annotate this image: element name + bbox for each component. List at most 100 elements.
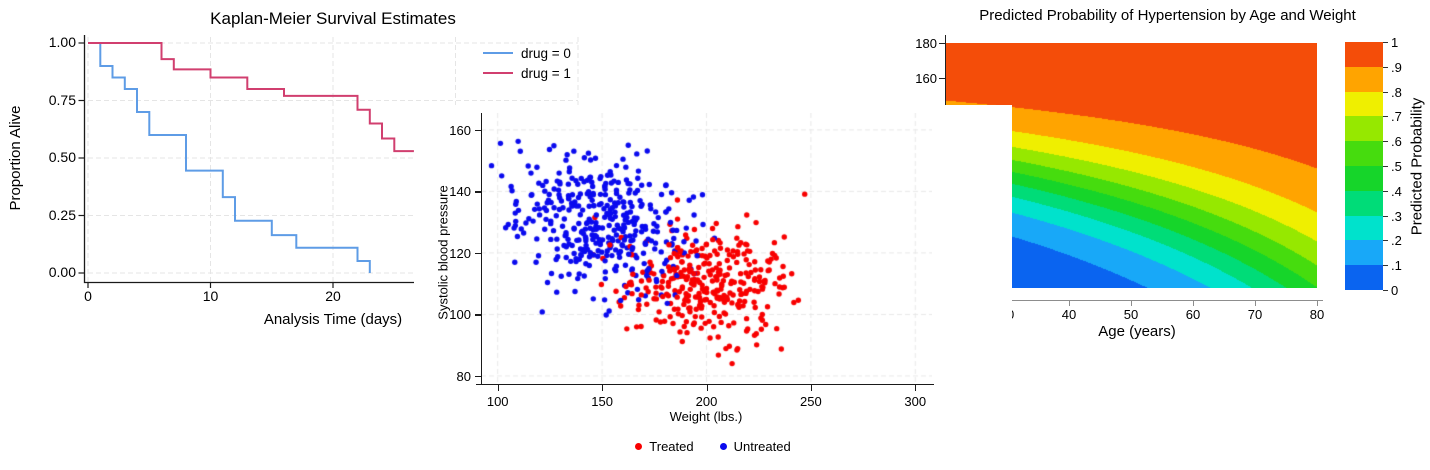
colorbar-band [1345,166,1383,192]
km-legend-entry: drug = 0 [483,44,571,62]
colorbar-band [1345,91,1383,117]
legend-label: Untreated [733,439,791,454]
scatter-plot-area [481,113,932,383]
scatter-figure: Systolic blood pressure Weight (lbs.) Tr… [414,105,1012,470]
scatter-x-tick-label: 100 [486,394,509,409]
untreated-dot-icon [719,443,727,450]
km-x-tick-label: 20 [325,288,341,304]
scatter-y-tick-label: 120 [449,245,471,261]
colorbar-tick [1383,116,1388,118]
colorbar-tick-label: .5 [1391,159,1402,174]
colorbar-tick [1383,290,1388,291]
scatter-y-tick [475,252,481,255]
colorbar-band [1345,190,1383,217]
colorbar-band [1345,240,1383,266]
km-y-tick-label: 0.50 [48,149,76,165]
colorbar-band [1345,215,1383,241]
scatter-y-tick-label: 160 [449,122,471,138]
scatter-x-tick-label: 150 [591,394,613,409]
km-x-tick-label: 10 [202,288,219,304]
contour-x-axis-line [939,300,1323,302]
colorbar-tick [1383,141,1388,143]
colorbar-tick-label: .4 [1391,183,1402,199]
colorbar-tick-label: .6 [1391,134,1402,150]
scatter-x-tick-label: 300 [904,394,927,409]
scatter-x-tick-label: 250 [800,394,822,409]
legend-label: Treated [649,439,694,454]
contour-x-tick [1069,301,1071,306]
contour-x-tick [1131,301,1133,306]
colorbar-tick-label: .3 [1391,208,1402,224]
contour-y-tick [939,78,945,80]
colorbar-tick [1383,66,1388,68]
km-x-tick-label: 0 [84,288,92,304]
colorbar-tick [1383,215,1388,217]
scatter-y-tick-label: 140 [449,184,471,200]
contour-x-tick-label: 40 [1061,307,1077,322]
contour-x-tick-label: 70 [1247,307,1263,322]
scatter-legend-item: Treated [635,439,694,454]
contour-title: Predicted Probability of Hypertension by… [979,7,1356,24]
colorbar-band [1345,116,1383,142]
legend-line-sample [483,72,513,74]
km-series [88,42,371,273]
colorbar-band [1345,42,1383,68]
contour-x-tick [1193,301,1195,306]
contour-y-tick-label: 180 [915,36,937,51]
scatter-legend-item: Untreated [719,439,791,454]
scatter-x-tick [602,385,604,391]
km-title: Kaplan-Meier Survival Estimates [210,9,456,28]
colorbar-tick-label: .9 [1391,59,1402,75]
contour-y-tick-label: 160 [915,71,937,86]
colorbar-tick [1383,240,1388,242]
treated-dot-icon [635,443,643,450]
colorbar-tick [1383,265,1388,267]
scatter-x-tick [810,385,813,391]
contour-y-tick [939,43,945,45]
colorbar-tick-label: 0 [1391,283,1399,298]
scatter-y-tick [475,129,481,132]
scatter-legend: Treated Untreated [414,439,1012,454]
scatter-y-axis-line [481,113,483,385]
scatter-x-axis-label: Weight (lbs.) [669,409,743,424]
scatter-x-tick [706,385,708,391]
km-legend-entry: drug = 1 [483,64,571,82]
km-y-tick-label: 1.00 [48,34,76,50]
colorbar-band [1345,141,1383,167]
scatter-x-tick [497,385,499,391]
contour-x-tick [1255,301,1257,306]
scatter-y-tick [475,314,481,316]
colorbar-tick-label: 1 [1391,35,1399,50]
colorbar-tick [1383,42,1388,43]
km-y-tick-label: 0.25 [48,206,76,223]
colorbar-tick [1383,166,1388,167]
legend-label: drug = 0 [521,45,571,61]
km-y-tick-label: 0.00 [48,264,76,280]
contour-colorbar [1345,42,1383,291]
km-y-axis-label: Proportion Alive [7,105,24,211]
colorbar-tick-label: .1 [1391,258,1402,274]
colorbar-band [1345,265,1383,291]
contour-x-tick-label: 50 [1123,307,1139,322]
contour-x-axis-label: Age (years) [1098,323,1176,340]
colorbar-tick [1383,91,1388,93]
km-y-tick-label: 0.75 [48,91,76,108]
colorbar-tick-label: .8 [1391,84,1402,100]
contour-x-tick-label: 60 [1185,307,1201,322]
scatter-y-tick-label: 80 [456,368,471,384]
scatter-x-tick-label: 200 [695,394,718,409]
km-x-axis-label: Analysis Time (days) [263,311,403,328]
scatter-y-tick [475,191,481,193]
colorbar-band [1345,66,1383,93]
scatter-x-tick [915,385,917,391]
scatter-y-tick [475,375,481,378]
contour-x-tick-label: 80 [1309,307,1325,322]
colorbar-tick-label: .7 [1391,109,1402,125]
colorbar-tick-label: .2 [1391,233,1402,249]
scatter-y-tick-label: 100 [449,307,471,323]
legend-line-sample [483,52,513,54]
scatter-x-axis-line [476,384,934,386]
colorbar-tick [1383,190,1388,192]
km-series [88,42,414,153]
